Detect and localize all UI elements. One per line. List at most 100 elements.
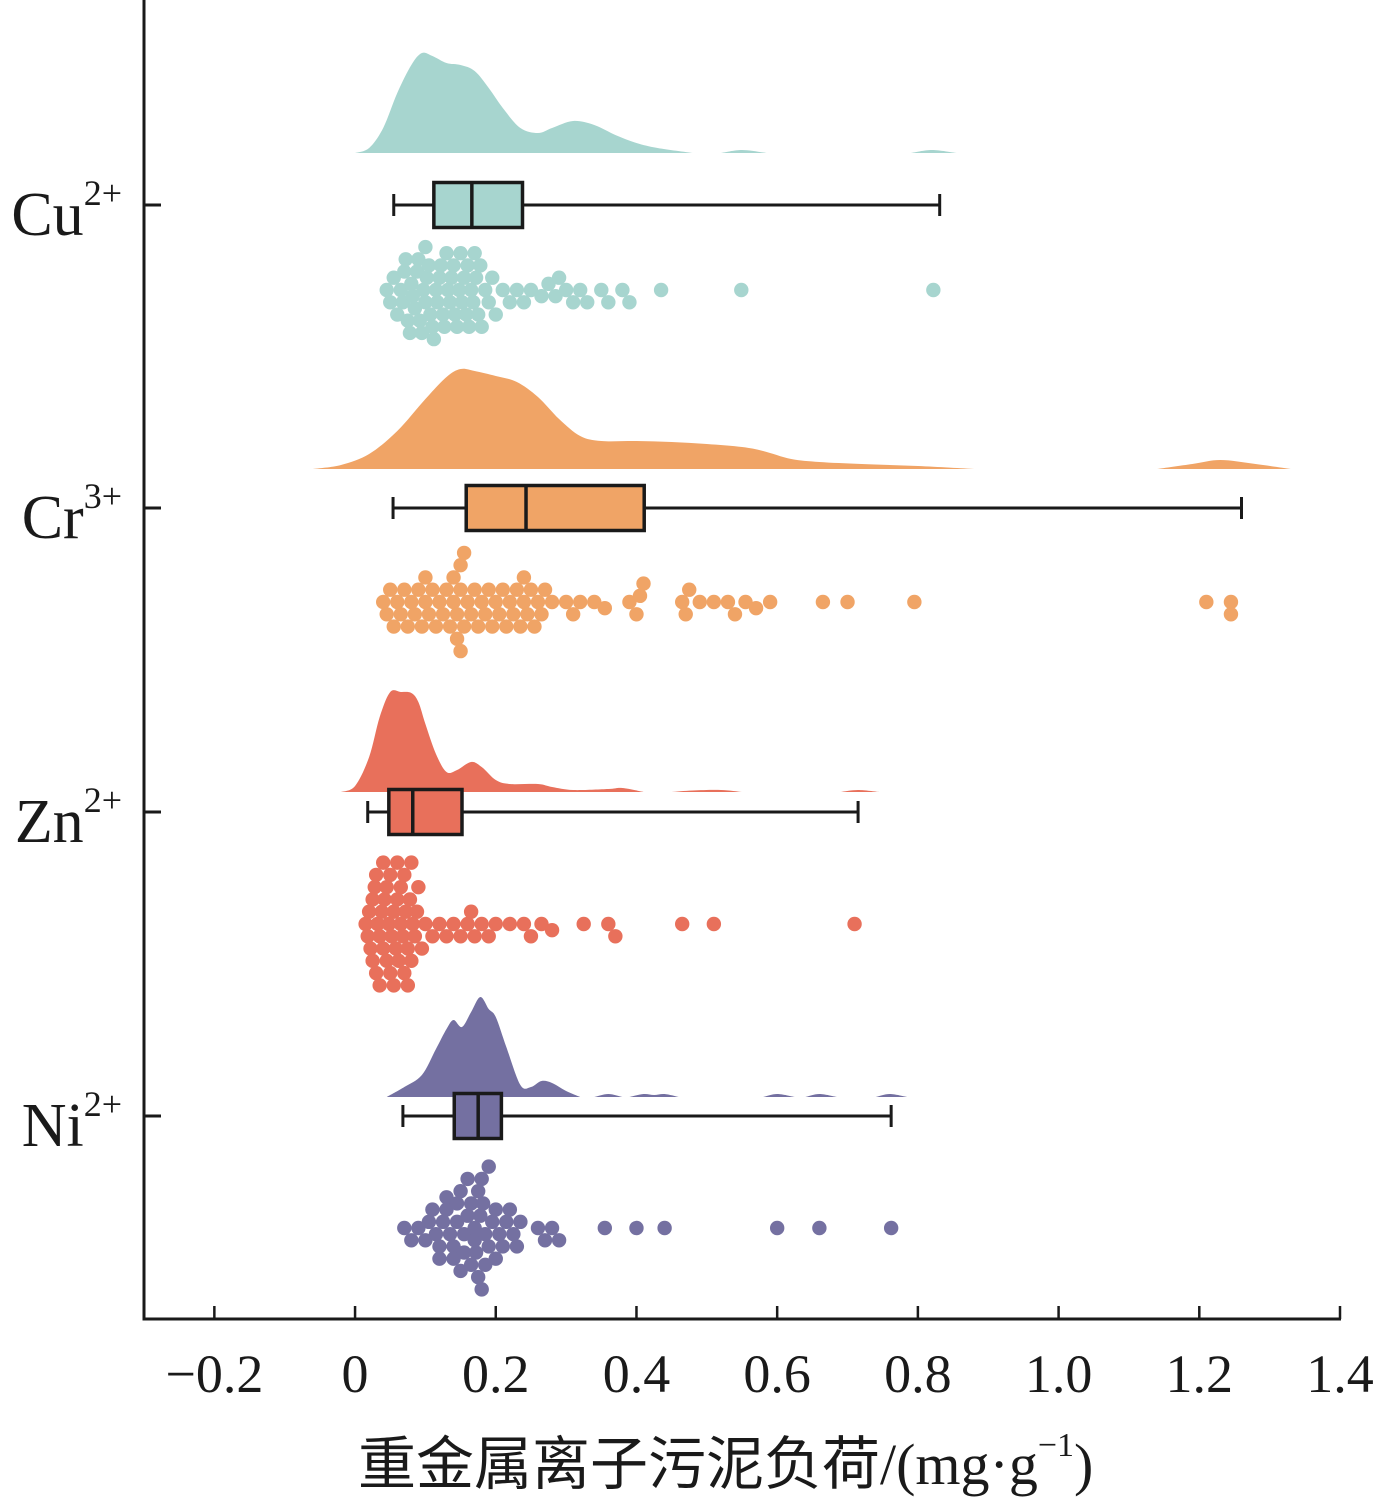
data-point-cu bbox=[481, 295, 496, 310]
data-point-cu bbox=[419, 270, 435, 285]
data-point-cr bbox=[520, 607, 535, 622]
data-point-cu bbox=[440, 282, 456, 298]
data-point-cu bbox=[488, 307, 503, 322]
data-point-zn bbox=[390, 892, 405, 907]
data-point-ni bbox=[446, 1251, 461, 1266]
data-point-zn bbox=[390, 855, 405, 870]
data-point-zn bbox=[376, 941, 391, 956]
data-point-ni bbox=[506, 1226, 521, 1242]
data-point-ni bbox=[470, 1269, 486, 1285]
data-point-cr bbox=[565, 607, 581, 622]
data-point-cr bbox=[907, 594, 922, 610]
density-zn bbox=[671, 789, 742, 792]
data-point-zn bbox=[675, 916, 690, 932]
data-point-zn bbox=[502, 916, 518, 932]
density-layer bbox=[312, 52, 1291, 1097]
data-point-zn bbox=[601, 916, 616, 932]
data-point-zn bbox=[467, 929, 482, 944]
data-point-ni bbox=[460, 1171, 475, 1187]
data-point-zn bbox=[393, 916, 408, 932]
data-point-ni bbox=[467, 1233, 482, 1248]
category-label-base: Zn bbox=[15, 788, 84, 856]
data-point-zn bbox=[418, 916, 433, 932]
data-point-ni bbox=[657, 1220, 672, 1236]
data-point-ni bbox=[442, 1226, 458, 1242]
data-point-cr bbox=[530, 594, 546, 610]
data-point-zn bbox=[365, 892, 380, 907]
data-point-ni bbox=[883, 1220, 899, 1236]
data-point-cu bbox=[379, 282, 394, 298]
data-point-ni bbox=[428, 1226, 444, 1242]
data-point-cr bbox=[629, 607, 644, 622]
data-point-cr bbox=[376, 594, 391, 610]
data-point-zn bbox=[372, 929, 387, 944]
data-point-cr bbox=[393, 607, 408, 622]
data-point-cu bbox=[435, 307, 451, 322]
x-tick-label: 0.2 bbox=[462, 1344, 530, 1404]
data-point-zn bbox=[393, 879, 408, 895]
data-point-cr bbox=[470, 619, 486, 634]
data-point-ni bbox=[478, 1257, 493, 1273]
data-point-ni bbox=[473, 1208, 488, 1223]
data-point-cu bbox=[416, 282, 431, 298]
box-iqr-cu bbox=[432, 180, 525, 230]
data-point-cr bbox=[1223, 607, 1239, 622]
data-point-cu bbox=[474, 319, 489, 335]
data-point-zn bbox=[391, 953, 406, 969]
data-point-zn bbox=[400, 978, 416, 993]
data-point-ni bbox=[467, 1220, 482, 1236]
boxplot-layer bbox=[366, 180, 1244, 1141]
data-point-zn bbox=[432, 916, 447, 932]
x-axis-title-close: ) bbox=[1074, 1432, 1093, 1497]
data-point-ni bbox=[509, 1239, 525, 1254]
data-point-cr bbox=[481, 582, 496, 597]
data-point-zn bbox=[398, 904, 413, 919]
data-point-zn bbox=[381, 916, 397, 932]
data-point-cr bbox=[675, 594, 690, 610]
data-point-ni bbox=[488, 1251, 503, 1266]
data-point-ni bbox=[449, 1196, 465, 1211]
data-point-cr bbox=[428, 619, 444, 634]
data-point-zn bbox=[411, 879, 426, 895]
points-layer bbox=[358, 239, 1239, 1297]
data-point-zn bbox=[397, 965, 412, 981]
data-point-cu bbox=[425, 319, 440, 335]
data-point-cu bbox=[397, 264, 412, 279]
data-point-cu bbox=[548, 288, 563, 304]
density-ni bbox=[875, 1094, 908, 1097]
data-point-cr bbox=[762, 594, 778, 610]
data-point-ni bbox=[551, 1233, 567, 1248]
data-point-cr bbox=[453, 582, 468, 597]
data-point-zn bbox=[481, 929, 496, 944]
data-point-zn bbox=[414, 941, 430, 956]
data-point-cr bbox=[435, 607, 451, 622]
data-point-cu bbox=[466, 295, 481, 310]
data-point-cr bbox=[516, 594, 532, 610]
data-point-cu bbox=[447, 307, 463, 322]
x-tick-label: −0.2 bbox=[165, 1344, 263, 1404]
data-point-cr bbox=[418, 570, 433, 585]
data-point-cr bbox=[442, 619, 458, 634]
data-point-zn bbox=[368, 867, 384, 883]
data-point-cr bbox=[495, 582, 510, 597]
data-point-zn bbox=[402, 892, 418, 907]
data-point-cr bbox=[527, 619, 542, 634]
data-point-zn bbox=[425, 929, 440, 944]
data-point-cr bbox=[840, 594, 855, 610]
data-point-ni bbox=[470, 1183, 486, 1199]
data-point-zn bbox=[460, 916, 475, 932]
data-point-cu bbox=[734, 282, 749, 298]
data-point-ni bbox=[812, 1220, 827, 1236]
data-point-cr bbox=[678, 607, 693, 622]
data-point-zn bbox=[608, 929, 623, 944]
data-point-cu bbox=[509, 282, 525, 298]
data-point-cu bbox=[400, 313, 416, 328]
data-point-cu bbox=[468, 270, 484, 285]
data-point-cu bbox=[390, 307, 405, 322]
x-ticks: −0.2 0 0.2 0.4 0.6 0.8 1.0 1.2 1.4 bbox=[165, 1306, 1374, 1404]
data-point-ni bbox=[404, 1233, 419, 1248]
data-point-cr bbox=[509, 582, 525, 597]
data-point-cu bbox=[418, 295, 433, 310]
data-point-ni bbox=[495, 1239, 510, 1254]
data-point-cu bbox=[467, 245, 482, 261]
